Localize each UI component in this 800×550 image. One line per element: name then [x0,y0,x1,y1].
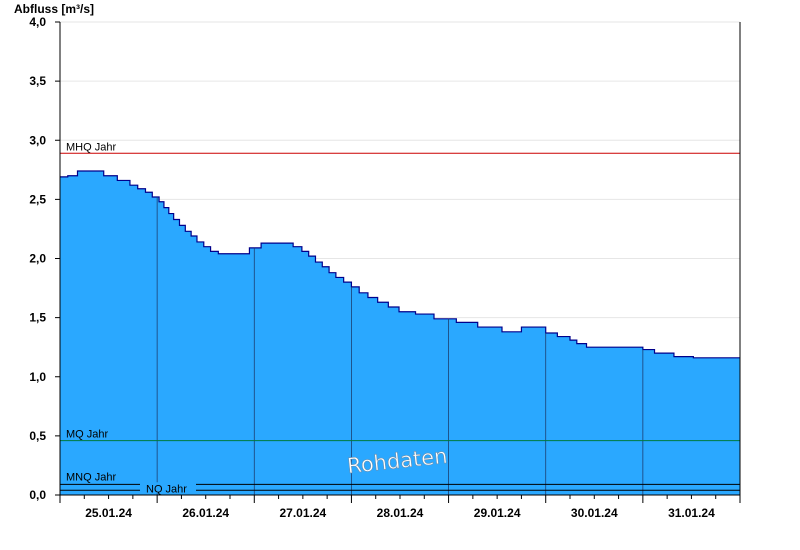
x-tick-label: 28.01.24 [377,506,424,520]
x-tick-label: 31.01.24 [668,506,715,520]
discharge-area [60,170,740,495]
x-tick-label: 26.01.24 [182,506,229,520]
x-tick-label: 29.01.24 [474,506,521,520]
x-tick-label: 27.01.24 [279,506,326,520]
y-tick-label: 2,5 [29,192,46,206]
y-tick-label: 2,0 [29,252,46,266]
area-layer [60,170,740,495]
reference-label: MQ Jahr [66,429,109,441]
x-tick-label: 30.01.24 [571,506,618,520]
y-tick-label: 3,5 [29,74,46,88]
reference-label-bg [140,482,196,494]
y-tick-label: 4,0 [29,15,46,29]
reference-lines: MHQ Jahr MQ Jahr MNQ Jahr NQ Jahr [60,141,740,495]
y-axis-label: Abfluss [m³/s] [14,2,94,16]
y-tick-label: 3,0 [29,133,46,147]
y-tick-label: 0,5 [29,429,46,443]
y-tick-label: 0,0 [29,488,46,502]
y-axis-ticks: 0,0 0,5 1,0 1,5 2,0 2,5 3,0 3,5 4,0 [29,15,60,502]
day-separators [156,197,644,495]
y-tick-label: 1,5 [29,311,46,325]
discharge-line [60,170,740,359]
reference-label: MNQ Jahr [66,471,116,483]
x-tick-label: 25.01.24 [85,506,132,520]
reference-label: NQ Jahr [146,483,187,495]
x-axis-ticks: 25.01.24 26.01.24 27.01.24 28.01.24 29.01.24… [59,495,741,520]
reference-label: MHQ Jahr [66,141,116,153]
y-tick-label: 1,0 [29,370,46,384]
